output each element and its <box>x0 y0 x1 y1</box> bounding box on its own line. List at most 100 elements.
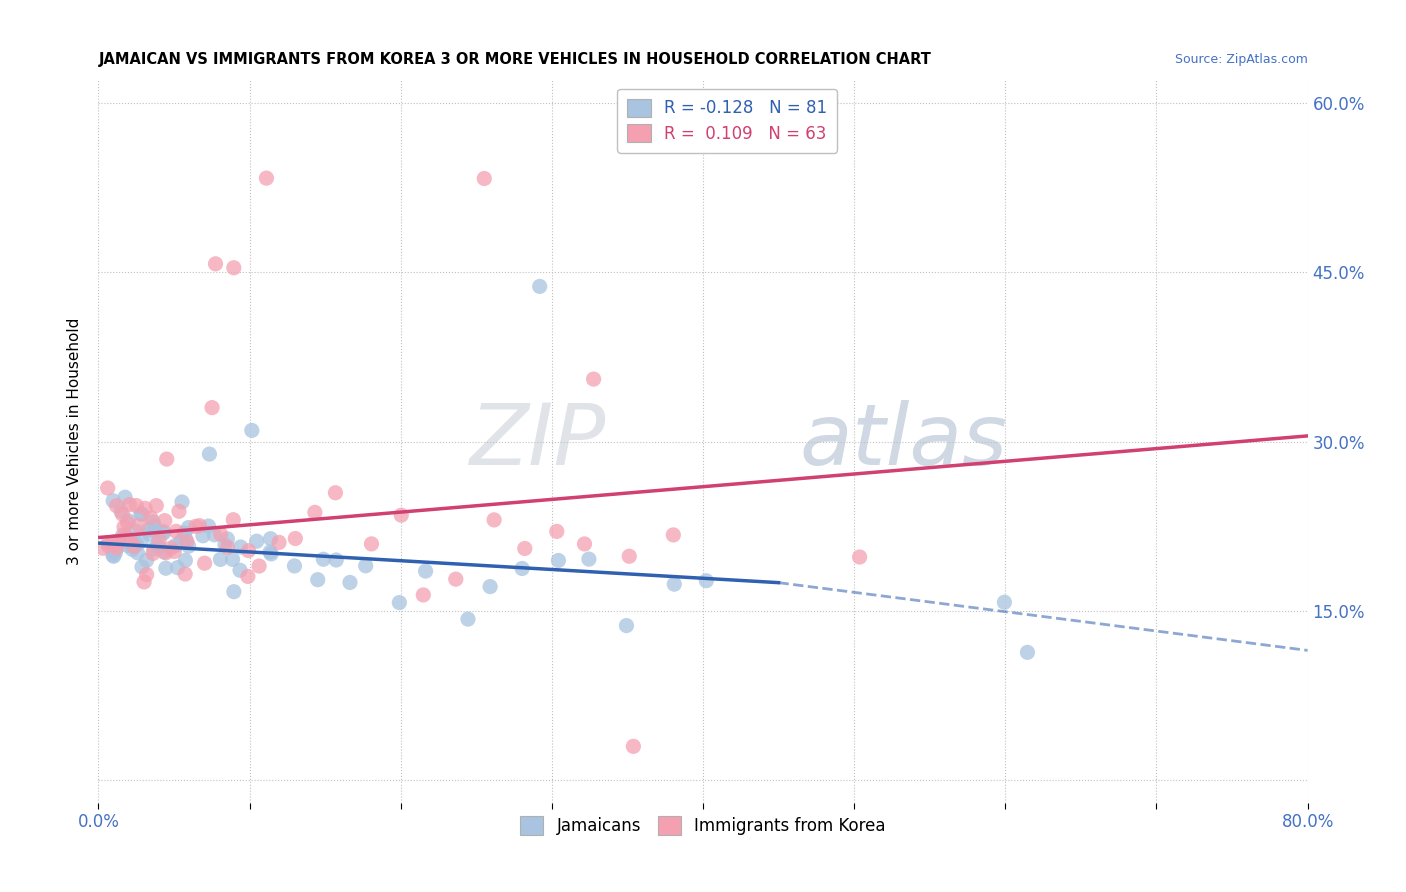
Point <box>444 572 467 586</box>
Point <box>259 545 281 559</box>
Point <box>155 546 177 560</box>
Point <box>574 537 596 551</box>
Point <box>128 518 150 533</box>
Point <box>97 481 120 495</box>
Point <box>415 564 437 578</box>
Point <box>177 539 200 553</box>
Point <box>125 537 148 551</box>
Point <box>120 532 142 546</box>
Point <box>115 531 138 545</box>
Point <box>135 567 157 582</box>
Point <box>283 558 305 573</box>
Point <box>479 580 502 594</box>
Point <box>142 546 165 560</box>
Point <box>165 538 187 552</box>
Point <box>110 504 132 518</box>
Point <box>198 447 221 461</box>
Point <box>167 504 190 518</box>
Point <box>136 523 159 537</box>
Point <box>114 528 136 542</box>
Point <box>105 499 128 513</box>
Point <box>578 552 600 566</box>
Point <box>194 556 217 570</box>
Point <box>510 561 533 575</box>
Point <box>131 533 153 548</box>
Point <box>354 558 377 573</box>
Point <box>616 618 638 632</box>
Point <box>170 534 193 549</box>
Point <box>388 596 411 610</box>
Point <box>197 519 219 533</box>
Point <box>120 533 142 547</box>
Point <box>138 527 160 541</box>
Point <box>118 498 141 512</box>
Point <box>125 499 148 513</box>
Point <box>1017 645 1039 659</box>
Point <box>143 519 166 533</box>
Point <box>174 532 197 546</box>
Legend: Jamaicans, Immigrants from Korea: Jamaicans, Immigrants from Korea <box>510 806 896 845</box>
Point <box>312 552 335 566</box>
Point <box>145 499 167 513</box>
Point <box>132 574 155 589</box>
Point <box>222 260 245 275</box>
Point <box>174 567 197 582</box>
Point <box>240 424 263 438</box>
Point <box>221 552 243 566</box>
Point <box>117 514 139 528</box>
Point <box>117 539 139 553</box>
Point <box>131 559 153 574</box>
Point <box>201 401 224 415</box>
Point <box>202 528 225 542</box>
Point <box>107 536 129 550</box>
Point <box>120 538 142 552</box>
Point <box>156 452 179 467</box>
Point <box>103 538 125 552</box>
Point <box>238 543 260 558</box>
Point <box>993 595 1015 609</box>
Point <box>546 524 568 539</box>
Point <box>135 553 157 567</box>
Point <box>177 520 200 534</box>
Point <box>148 533 170 548</box>
Point <box>482 513 505 527</box>
Point <box>97 539 120 553</box>
Point <box>163 544 186 558</box>
Point <box>695 574 717 588</box>
Point <box>97 536 120 550</box>
Point <box>125 524 148 538</box>
Point <box>229 540 252 554</box>
Point <box>325 553 347 567</box>
Point <box>582 372 605 386</box>
Point <box>412 588 434 602</box>
Point <box>254 171 277 186</box>
Point <box>155 561 177 575</box>
Point <box>222 584 245 599</box>
Point <box>103 549 125 564</box>
Point <box>121 542 143 557</box>
Point <box>101 548 124 562</box>
Y-axis label: 3 or more Vehicles in Household: 3 or more Vehicles in Household <box>67 318 83 566</box>
Point <box>547 553 569 567</box>
Point <box>122 540 145 554</box>
Point <box>142 515 165 529</box>
Point <box>260 547 283 561</box>
Text: atlas: atlas <box>800 400 1008 483</box>
Point <box>191 529 214 543</box>
Point <box>107 533 129 548</box>
Text: ZIP: ZIP <box>470 400 606 483</box>
Point <box>176 534 198 549</box>
Point <box>389 508 412 523</box>
Point <box>131 507 153 521</box>
Point <box>339 575 361 590</box>
Point <box>143 541 166 556</box>
Point <box>209 552 232 566</box>
Point <box>139 511 162 525</box>
Point <box>160 541 183 555</box>
Point <box>174 553 197 567</box>
Text: JAMAICAN VS IMMIGRANTS FROM KOREA 3 OR MORE VEHICLES IN HOUSEHOLD CORRELATION CH: JAMAICAN VS IMMIGRANTS FROM KOREA 3 OR M… <box>98 52 931 67</box>
Point <box>101 493 124 508</box>
Point <box>457 612 479 626</box>
Point <box>217 541 239 555</box>
Point <box>153 545 176 559</box>
